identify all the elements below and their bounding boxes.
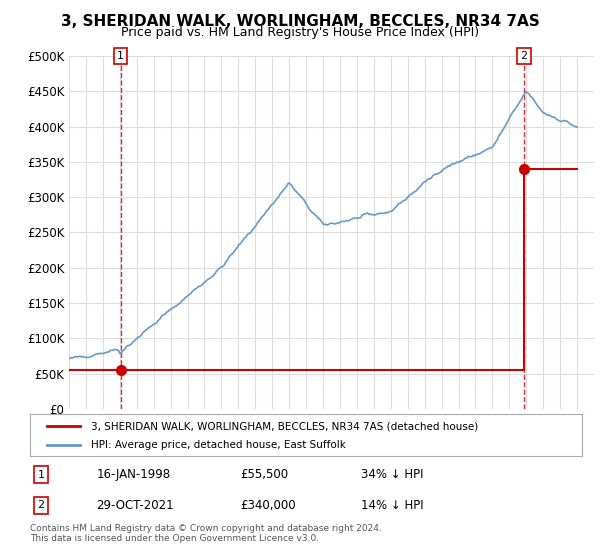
Text: 3, SHERIDAN WALK, WORLINGHAM, BECCLES, NR34 7AS: 3, SHERIDAN WALK, WORLINGHAM, BECCLES, N…: [61, 14, 539, 29]
Text: 14% ↓ HPI: 14% ↓ HPI: [361, 499, 424, 512]
Text: 2: 2: [520, 51, 527, 61]
Text: 34% ↓ HPI: 34% ↓ HPI: [361, 468, 424, 481]
Text: 16-JAN-1998: 16-JAN-1998: [96, 468, 170, 481]
Text: £340,000: £340,000: [240, 499, 295, 512]
Text: £55,500: £55,500: [240, 468, 288, 481]
Text: Price paid vs. HM Land Registry's House Price Index (HPI): Price paid vs. HM Land Registry's House …: [121, 26, 479, 39]
Text: 29-OCT-2021: 29-OCT-2021: [96, 499, 174, 512]
Text: 1: 1: [117, 51, 124, 61]
Text: 1: 1: [38, 470, 44, 479]
Text: Contains HM Land Registry data © Crown copyright and database right 2024.
This d: Contains HM Land Registry data © Crown c…: [30, 524, 382, 543]
Text: 2: 2: [37, 501, 44, 510]
Text: HPI: Average price, detached house, East Suffolk: HPI: Average price, detached house, East…: [91, 440, 346, 450]
Text: 3, SHERIDAN WALK, WORLINGHAM, BECCLES, NR34 7AS (detached house): 3, SHERIDAN WALK, WORLINGHAM, BECCLES, N…: [91, 421, 478, 431]
